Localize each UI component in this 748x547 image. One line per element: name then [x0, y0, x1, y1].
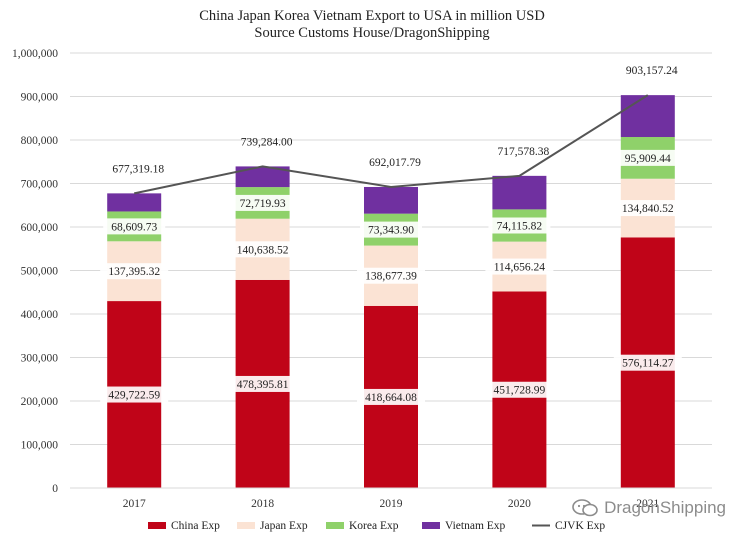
y-tick-label: 300,000 [21, 353, 59, 365]
x-tick-label: 2020 [508, 498, 531, 510]
data-label-bg [485, 258, 554, 275]
legend-label: Vietnam Exp [445, 520, 506, 532]
data-label-bg [228, 241, 297, 258]
line-data-label: 717,578.38 [498, 146, 550, 158]
data-label: 114,656.24 [494, 262, 546, 274]
line-data-label: 692,017.79 [369, 157, 421, 169]
data-label: 451,728.99 [494, 385, 546, 397]
data-label: 95,909.44 [625, 153, 671, 165]
data-label-bg [228, 375, 297, 392]
y-tick-label: 200,000 [21, 396, 59, 408]
bar-vietnam-exp [235, 166, 290, 188]
data-label: 478,395.81 [237, 379, 289, 391]
bar-vietnam-exp [620, 95, 675, 138]
chart-subtitle: Source Customs House/DragonShipping [254, 25, 489, 41]
data-label-bg [100, 263, 169, 280]
x-tick-label: 2019 [380, 498, 403, 510]
legend-swatch [148, 522, 166, 529]
legend-swatch [237, 522, 255, 529]
y-tick-label: 500,000 [21, 266, 59, 278]
data-label: 68,609.73 [111, 221, 157, 233]
data-label-bg [357, 388, 425, 405]
data-label: 137,395.32 [108, 266, 160, 278]
data-label-bg [231, 194, 294, 211]
data-label-bg [616, 149, 679, 166]
y-tick-label: 900,000 [21, 92, 59, 104]
y-tick-label: 100,000 [21, 440, 59, 452]
line-data-label: 677,319.18 [112, 163, 164, 175]
data-label: 576,114.27 [622, 358, 674, 370]
legend-label: CJVK Exp [555, 520, 605, 532]
data-label: 138,677.39 [365, 271, 417, 283]
y-tick-label: 800,000 [21, 135, 59, 147]
watermark: DragonShipping [572, 498, 726, 518]
watermark-text: DragonShipping [604, 498, 726, 517]
legend-label: Korea Exp [349, 520, 399, 532]
data-label: 418,664.08 [365, 392, 417, 404]
line-data-label: 903,157.24 [626, 65, 678, 77]
data-label-bg [357, 267, 425, 284]
data-label: 74,115.82 [497, 221, 543, 233]
legend-label: China Exp [171, 520, 220, 532]
y-tick-label: 700,000 [21, 179, 59, 191]
data-label: 429,722.59 [108, 390, 160, 402]
bar-vietnam-exp [107, 193, 162, 212]
data-label: 72,719.93 [240, 198, 286, 210]
data-label-bg [613, 354, 682, 371]
data-label-bg [103, 218, 166, 235]
data-label-bg [485, 381, 554, 398]
data-label: 73,343.90 [368, 225, 414, 237]
x-tick-label: 2021 [636, 498, 659, 510]
data-label-bg [100, 386, 169, 403]
y-tick-label: 600,000 [21, 222, 59, 234]
y-tick-label: 0 [52, 483, 58, 495]
x-tick-label: 2017 [123, 498, 146, 510]
y-tick-label: 400,000 [21, 309, 59, 321]
legend-swatch [326, 522, 344, 529]
legend-swatch [422, 522, 440, 529]
data-label: 134,840.52 [622, 203, 674, 215]
legend-label: Japan Exp [260, 520, 308, 532]
chat-bubble-icon [572, 499, 598, 517]
data-label: 140,638.52 [237, 244, 289, 256]
x-tick-label: 2018 [251, 498, 274, 510]
bar-vietnam-exp [364, 186, 418, 214]
data-label-bg [488, 217, 551, 234]
chart-title: China Japan Korea Vietnam Export to USA … [199, 8, 545, 24]
data-label-bg [360, 221, 422, 238]
data-label-bg [613, 200, 682, 217]
y-tick-label: 1,000,000 [12, 48, 58, 60]
bar-vietnam-exp [492, 175, 547, 210]
line-cjvk-exp [133, 94, 649, 195]
line-data-label: 739,284.00 [241, 136, 293, 148]
